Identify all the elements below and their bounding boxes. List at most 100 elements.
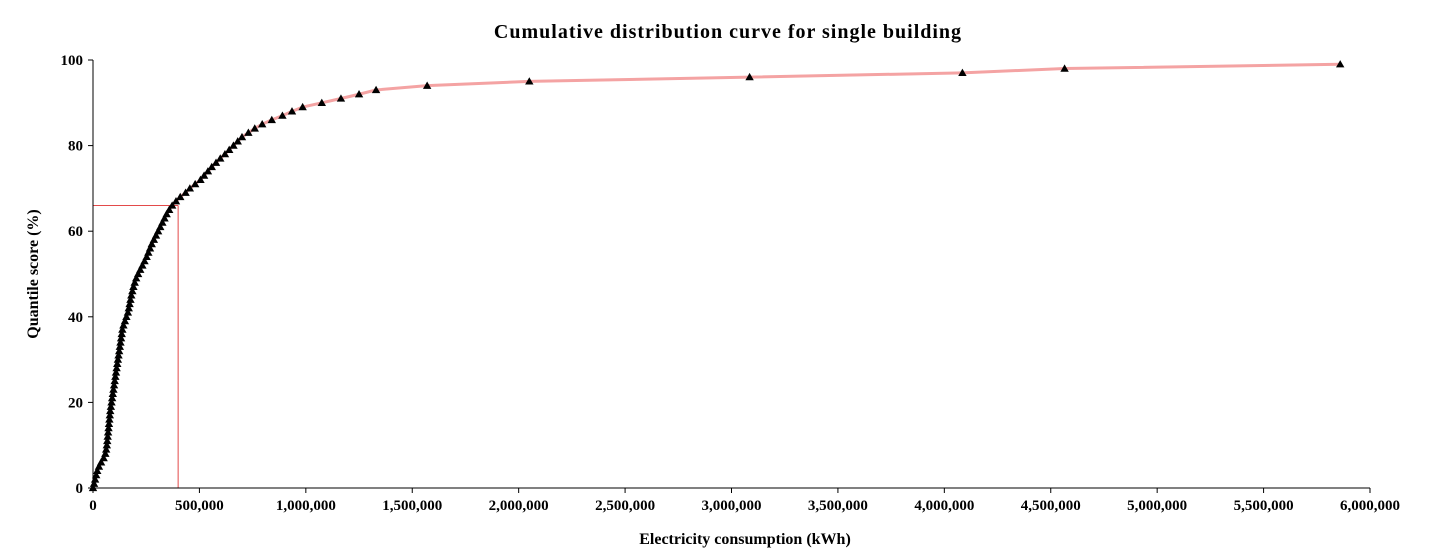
x-tick-label: 2,500,000: [595, 498, 655, 514]
y-tick-label: 0: [76, 481, 84, 497]
data-point-marker: [105, 415, 114, 423]
data-point-marker: [124, 304, 133, 312]
data-point-marker: [128, 286, 137, 295]
data-point-marker: [160, 214, 169, 222]
data-point-marker: [126, 295, 135, 303]
data-point-marker: [111, 368, 121, 376]
data-point-marker: [110, 376, 119, 385]
data-point-marker: [225, 145, 234, 154]
data-point-marker: [185, 184, 195, 192]
x-tick-label: 3,000,000: [702, 498, 762, 514]
data-point-marker: [122, 312, 131, 320]
data-point-marker: [93, 466, 102, 475]
data-point-marker: [120, 316, 130, 325]
data-point-marker: [101, 449, 110, 457]
data-point-marker: [104, 419, 114, 427]
data-point-marker: [130, 278, 139, 286]
data-point-marker: [106, 402, 116, 410]
data-point-marker: [108, 389, 117, 397]
data-point-marker: [123, 308, 133, 316]
data-point-marker: [113, 355, 123, 363]
x-tick-label: 0: [89, 498, 97, 514]
data-point-marker: [115, 342, 125, 350]
data-point-marker: [136, 265, 145, 273]
data-point-marker: [233, 137, 242, 145]
cdf-curve: [91, 62, 1341, 489]
data-point-marker: [151, 231, 161, 239]
x-tick-label: 500,000: [175, 498, 224, 514]
data-point-marker: [116, 334, 126, 342]
y-tick-label: 100: [61, 53, 84, 69]
y-ticks: 0 20 40 60 80 100: [61, 53, 93, 497]
data-point-marker: [422, 81, 432, 89]
data-point-marker: [336, 94, 346, 102]
data-point-marker: [354, 90, 364, 98]
data-point-marker: [1336, 60, 1345, 68]
data-point-marker: [133, 269, 143, 278]
data-point-marker: [244, 128, 253, 136]
data-point-marker: [119, 321, 128, 329]
chart-title: Cumulative distribution curve for single…: [494, 21, 962, 43]
data-point-marker: [105, 411, 115, 419]
data-point-marker: [298, 102, 307, 111]
data-point-marker: [102, 441, 112, 449]
data-point-marker: [287, 107, 297, 115]
data-point-marker: [258, 120, 267, 128]
data-point-marker: [94, 462, 104, 470]
data-point-marker: [1060, 64, 1069, 72]
data-point-marker: [278, 111, 287, 119]
x-tick-label: 1,000,000: [276, 498, 336, 514]
data-point-marker: [176, 192, 185, 201]
data-point-marker: [104, 423, 113, 432]
data-point-marker: [140, 256, 149, 265]
data-point-marker: [216, 154, 225, 162]
data-point-marker: [158, 218, 167, 226]
data-point-marker: [103, 436, 112, 445]
data-point-marker: [237, 132, 247, 141]
curve-layer: [91, 62, 1341, 489]
data-point-marker: [129, 282, 138, 290]
y-tick-label: 80: [68, 139, 83, 155]
data-point-marker: [181, 188, 190, 196]
data-point-marker: [149, 235, 159, 243]
data-point-marker: [171, 197, 181, 205]
y-tick-label: 20: [68, 395, 83, 411]
data-point-marker: [142, 252, 151, 261]
data-point-marker: [107, 398, 116, 406]
y-tick-label: 60: [68, 224, 83, 240]
y-tick-label: 40: [68, 310, 83, 326]
data-point-marker: [250, 124, 259, 132]
data-point-marker: [91, 470, 101, 479]
x-tick-label: 6,000,000: [1340, 498, 1400, 514]
data-point-marker: [745, 72, 754, 81]
data-point-marker: [112, 363, 121, 372]
data-point-marker: [113, 359, 122, 368]
data-point-marker: [229, 141, 238, 149]
data-point-marker: [162, 209, 171, 218]
data-point-marker: [102, 445, 111, 453]
x-tick-label: 5,500,000: [1234, 498, 1294, 514]
x-tick-label: 2,000,000: [489, 498, 549, 514]
data-point-marker: [207, 162, 216, 171]
data-point-marker: [109, 381, 119, 389]
data-point-marker: [164, 205, 174, 213]
data-point-marker: [106, 406, 115, 415]
data-point-marker: [145, 244, 155, 252]
data-point-marker: [138, 261, 147, 269]
x-tick-label: 1,500,000: [382, 498, 442, 514]
data-point-marker: [144, 248, 153, 256]
data-point-marker: [958, 68, 967, 76]
x-tick-label: 5,000,000: [1127, 498, 1187, 514]
data-point-marker: [167, 201, 177, 209]
data-point-marker: [267, 115, 276, 124]
x-tick-label: 4,000,000: [914, 498, 974, 514]
x-tick-label: 3,500,000: [808, 498, 868, 514]
data-point-marker: [111, 372, 120, 380]
data-point-marker: [114, 346, 124, 355]
data-point-marker: [117, 329, 126, 338]
data-point-marker: [96, 458, 106, 466]
y-axis-label: Quantile score (%): [25, 209, 42, 338]
data-point-marker: [371, 85, 381, 94]
